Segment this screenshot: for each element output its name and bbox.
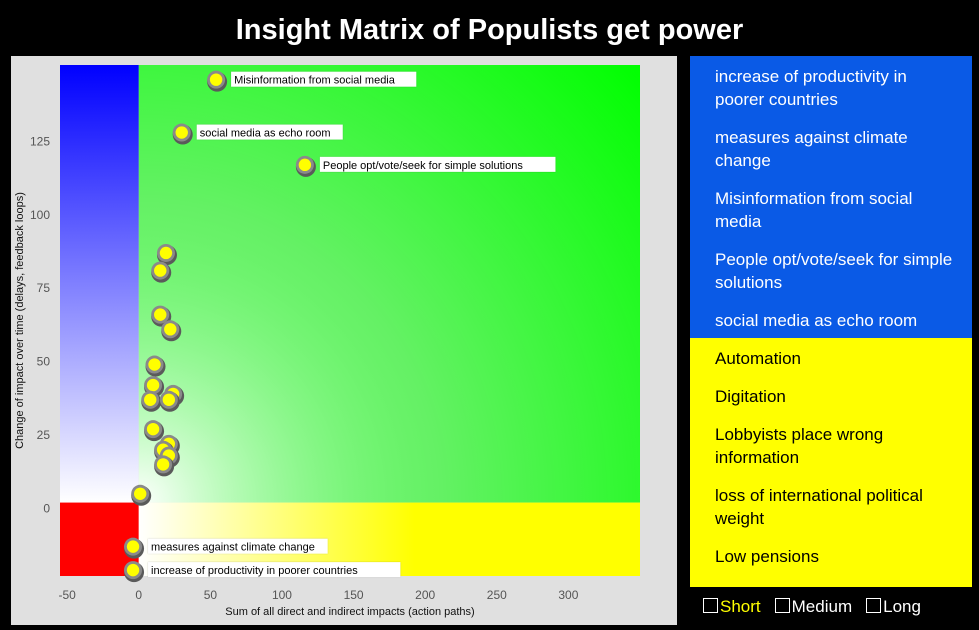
point-label: measures against climate change (151, 542, 315, 554)
data-point-marker (164, 323, 177, 336)
y-tick-label: 25 (37, 428, 51, 442)
sidebar-item[interactable]: Automation (690, 338, 972, 376)
data-point-marker (133, 487, 147, 500)
point-label-bg (231, 71, 417, 87)
filter-long[interactable]: Long (866, 597, 921, 617)
horizon-filters: Short Medium Long (703, 597, 935, 617)
x-tick-label: 50 (204, 588, 218, 602)
sidebar-item[interactable]: increase of productivity in poorer count… (690, 56, 972, 117)
data-point[interactable] (159, 390, 180, 412)
sidebar-item[interactable]: Digitation (690, 376, 972, 414)
sidebar-item[interactable]: measures against climate change (690, 117, 972, 178)
point-label-bg (196, 124, 343, 140)
data-point[interactable] (151, 261, 172, 283)
sidebar-item[interactable]: loss of international political weight (690, 475, 972, 536)
y-axis-title: Change of impact over time (delays, feed… (14, 192, 26, 449)
data-point[interactable] (131, 484, 152, 506)
data-point[interactable] (124, 561, 145, 583)
x-tick-label: 300 (558, 588, 578, 602)
checkbox[interactable] (866, 598, 882, 613)
data-point-marker (144, 393, 157, 406)
filter-medium[interactable]: Medium (774, 597, 853, 617)
data-point-marker (159, 246, 173, 260)
sidebar-item[interactable]: Misinformation from social media (690, 178, 972, 239)
point-label: social media as echo room (200, 128, 331, 140)
x-tick-label: 100 (272, 588, 292, 602)
point-label-bg (319, 156, 556, 172)
y-tick-label: 100 (30, 208, 50, 222)
y-tick-label: 125 (30, 134, 50, 148)
point-label: Misinformation from social media (234, 75, 396, 87)
point-label-bg (148, 538, 328, 554)
x-axis-title: Sum of all direct and indirect impacts (… (225, 606, 474, 618)
legend-sidebar: increase of productivity in poorer count… (690, 56, 972, 587)
data-point-marker (162, 393, 176, 406)
data-point-marker (298, 158, 312, 172)
sidebar-item[interactable]: Lobbyists place wrong information (690, 414, 972, 475)
data-point[interactable] (161, 320, 182, 342)
data-point[interactable] (154, 455, 175, 477)
filter-label: Medium (791, 597, 853, 616)
x-tick-label: 0 (135, 588, 142, 602)
data-point[interactable] (124, 537, 145, 559)
data-point-marker (148, 358, 161, 371)
y-tick-label: 50 (37, 355, 51, 369)
data-point[interactable] (156, 243, 177, 265)
sidebar-item[interactable]: Low pensions (690, 536, 972, 587)
data-point[interactable] (172, 123, 193, 145)
point-label: increase of productivity in poorer count… (151, 565, 358, 577)
sidebar-item[interactable]: People opt/vote/seek for simple solution… (690, 239, 972, 300)
quadrant-top-left (60, 65, 139, 503)
data-point-marker (154, 308, 167, 321)
data-point[interactable] (144, 420, 165, 442)
data-point-marker (146, 422, 160, 436)
quadrant-bottom-left (60, 502, 139, 576)
scatter-chart: -50 0 50 100 150 200 250 300 0 25 50 75 100 125 Sum of… (14, 65, 640, 618)
filter-short[interactable]: Short (703, 597, 761, 617)
y-tick-label: 0 (43, 501, 50, 515)
data-point-marker (209, 73, 223, 86)
x-tick-label: 150 (344, 588, 364, 602)
data-point-marker (146, 378, 160, 392)
sidebar-item[interactable]: social media as echo room (690, 300, 972, 338)
point-label: People opt/vote/seek for simple solution… (323, 160, 523, 172)
data-point-marker (154, 264, 167, 277)
data-point[interactable] (144, 376, 165, 398)
x-tick-label: -50 (58, 588, 76, 602)
checkbox[interactable] (703, 598, 718, 613)
data-point[interactable] (295, 155, 316, 177)
y-tick-label: 75 (37, 281, 51, 295)
checkbox[interactable] (774, 598, 790, 613)
data-point[interactable] (207, 70, 228, 92)
data-point[interactable] (145, 355, 166, 377)
filter-label: Long (883, 597, 921, 616)
x-tick-label: 250 (487, 588, 507, 602)
data-point[interactable] (141, 390, 162, 412)
data-point-marker (126, 563, 140, 577)
x-tick-label: 200 (415, 588, 435, 602)
data-point-marker (175, 126, 188, 139)
plot-panel: -50 0 50 100 150 200 250 300 0 25 50 75 100 125 Sum of… (11, 56, 677, 625)
filter-label: Short (720, 597, 761, 616)
data-point-marker (156, 458, 170, 471)
data-point-marker (126, 540, 140, 553)
chart-title: Insight Matrix of Populists get power (235, 14, 744, 46)
point-label-bg (148, 562, 401, 578)
